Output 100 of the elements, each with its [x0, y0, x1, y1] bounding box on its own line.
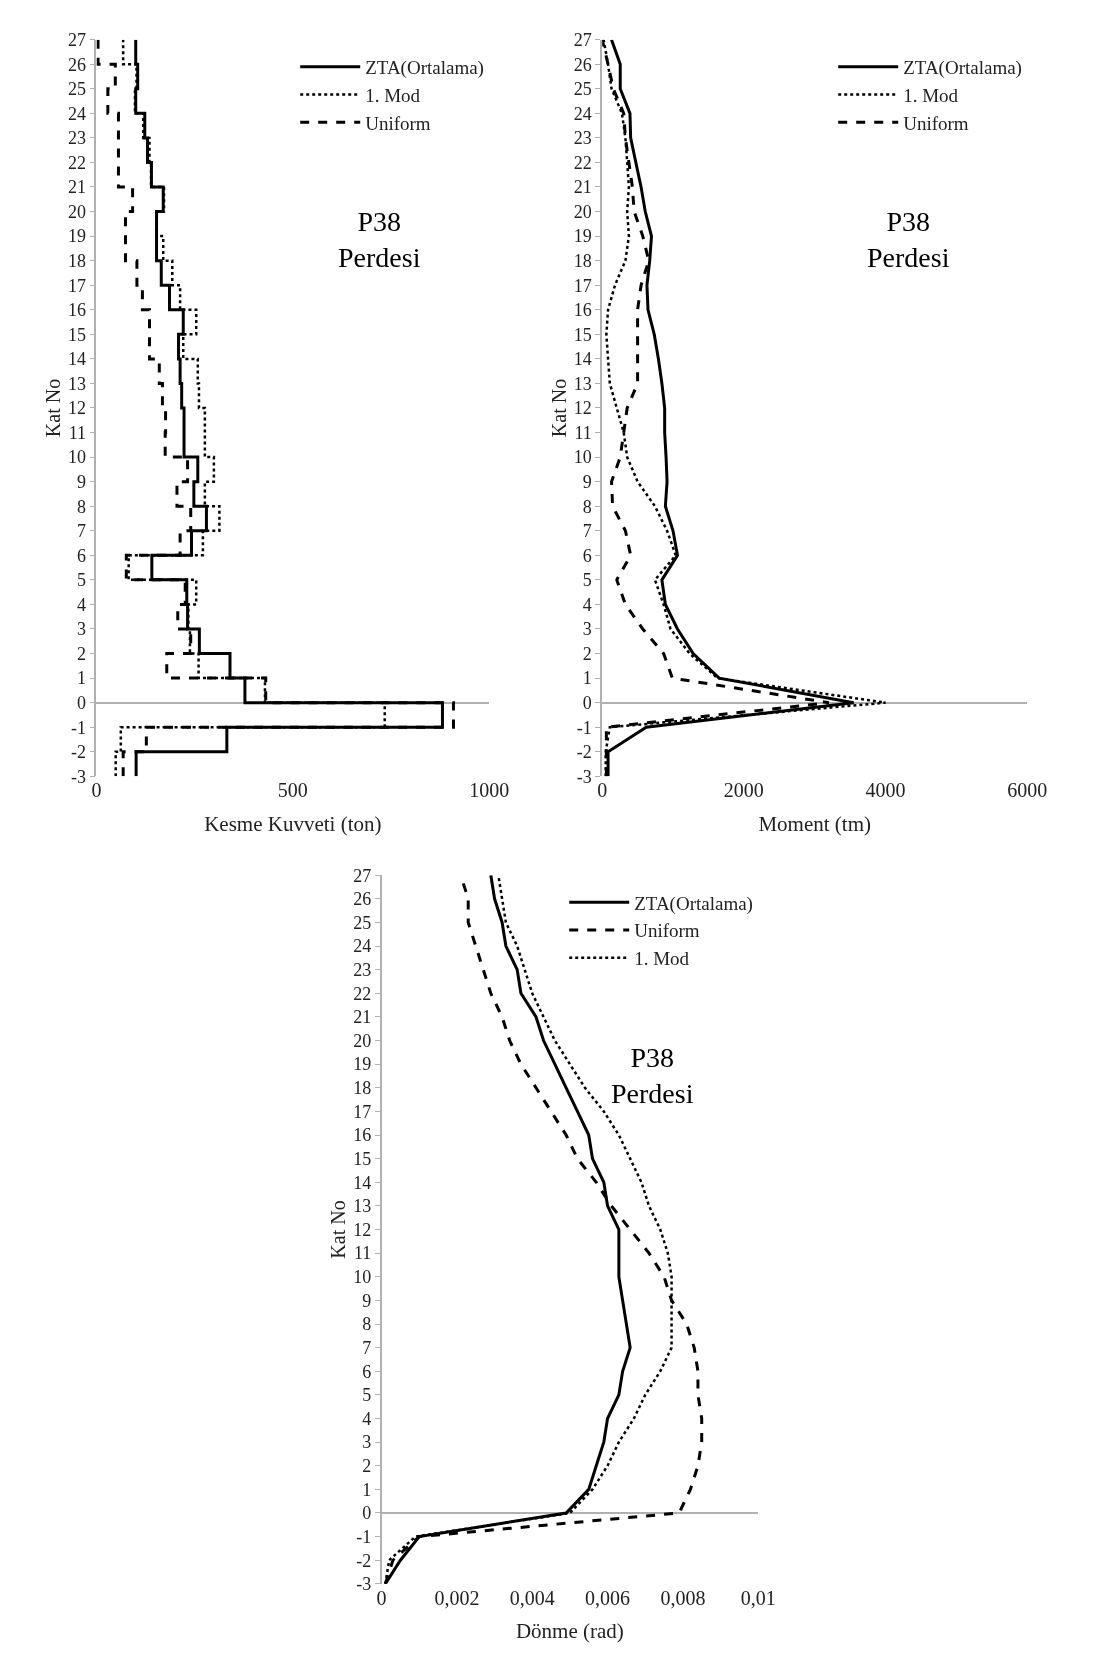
- y-tick-label: 26: [68, 54, 87, 75]
- y-tick-label: 14: [353, 1172, 372, 1193]
- y-tick-label: 21: [353, 1007, 372, 1028]
- y-tick-label: 19: [353, 1054, 372, 1075]
- y-tick-label: 17: [353, 1101, 372, 1122]
- x-tick-label: 0: [597, 779, 608, 802]
- legend-label: Uniform: [365, 112, 431, 134]
- x-tick-label: 1000: [469, 779, 510, 802]
- y-tick-label: 18: [68, 250, 87, 271]
- y-tick-label: 4: [362, 1408, 372, 1429]
- y-tick-label: 11: [68, 422, 87, 443]
- y-tick-label: 8: [362, 1314, 372, 1335]
- y-tick-label: 12: [353, 1219, 372, 1240]
- x-tick-label: 6000: [1007, 779, 1048, 802]
- y-tick-label: 10: [68, 447, 87, 468]
- y-tick-label: 23: [68, 128, 87, 149]
- y-tick-label: 26: [573, 54, 592, 75]
- y-tick-label: -3: [71, 766, 87, 787]
- y-tick-label: 2: [77, 643, 87, 664]
- y-tick-label: -2: [356, 1550, 372, 1571]
- y-tick-label: 7: [582, 521, 592, 542]
- y-tick-label: 18: [573, 250, 592, 271]
- y-tick-label: -2: [576, 742, 592, 763]
- y-tick-label: 14: [68, 349, 87, 370]
- y-tick-label: 5: [77, 570, 87, 591]
- y-tick-label: 24: [573, 103, 592, 124]
- y-axis-title: Kat No: [547, 378, 570, 438]
- y-tick-label: 17: [573, 275, 592, 296]
- y-tick-label: 1: [362, 1479, 372, 1500]
- y-tick-label: -3: [576, 766, 592, 787]
- legend-label: Uniform: [634, 920, 700, 942]
- y-tick-label: 15: [573, 324, 592, 345]
- y-tick-label: 14: [573, 349, 592, 370]
- annotation: P38 Perdesi: [611, 1042, 694, 1110]
- y-tick-label: 6: [77, 545, 87, 566]
- y-tick-label: 8: [77, 496, 87, 517]
- y-tick-label: 8: [582, 496, 592, 517]
- legend-label: 1. Mod: [365, 84, 421, 106]
- legend-label: ZTA(Ortalama): [365, 57, 484, 80]
- y-tick-label: 24: [353, 936, 372, 957]
- y-tick-label: 16: [573, 300, 592, 321]
- x-axis-title: Kesme Kuvveti (ton): [204, 811, 382, 836]
- y-tick-label: 19: [573, 226, 592, 247]
- y-tick-label: 22: [68, 152, 87, 173]
- y-tick-label: 6: [582, 545, 592, 566]
- legend-label: ZTA(Ortalama): [903, 57, 1022, 80]
- y-tick-label: -1: [356, 1526, 372, 1547]
- y-tick-label: -2: [71, 742, 87, 763]
- y-tick-label: 9: [582, 471, 592, 492]
- y-tick-label: 26: [353, 889, 372, 910]
- y-tick-label: 13: [353, 1196, 372, 1217]
- x-tick-label: 0,002: [434, 1586, 480, 1609]
- y-tick-label: 12: [68, 398, 87, 419]
- y-tick-label: 15: [68, 324, 87, 345]
- y-tick-label: 0: [362, 1503, 372, 1524]
- y-tick-label: 7: [77, 521, 87, 542]
- y-tick-label: 1: [77, 668, 87, 689]
- legend-label: ZTA(Ortalama): [634, 892, 753, 915]
- y-tick-label: 4: [77, 594, 87, 615]
- y-tick-label: 6: [362, 1361, 372, 1382]
- legend-label: 1. Mod: [634, 948, 690, 970]
- y-tick-label: -1: [71, 717, 87, 738]
- y-tick-label: 17: [68, 275, 87, 296]
- y-tick-label: 7: [362, 1337, 372, 1358]
- x-axis-title: Moment (tm): [758, 811, 871, 836]
- y-tick-label: 2: [582, 643, 592, 664]
- y-tick-label: 12: [573, 398, 592, 419]
- y-tick-label: 13: [573, 373, 592, 394]
- y-axis-title: Kat No: [327, 1200, 350, 1259]
- y-tick-label: 25: [353, 912, 372, 933]
- y-tick-label: 21: [573, 177, 592, 198]
- y-tick-label: 20: [573, 201, 592, 222]
- x-axis-title: Dönme (rad): [515, 1619, 624, 1644]
- y-axis-title: Kat No: [42, 378, 65, 438]
- y-tick-label: 10: [573, 447, 592, 468]
- y-tick-label: 20: [68, 201, 87, 222]
- y-tick-label: 22: [353, 983, 372, 1004]
- x-tick-label: 0,01: [740, 1586, 776, 1609]
- y-tick-label: 3: [362, 1432, 372, 1453]
- x-tick-label: 0,006: [585, 1586, 631, 1609]
- y-tick-label: 3: [77, 619, 87, 640]
- y-tick-label: 16: [68, 300, 87, 321]
- y-tick-label: -1: [576, 717, 592, 738]
- y-tick-label: 19: [68, 226, 87, 247]
- legend-label: Uniform: [903, 112, 969, 134]
- x-tick-label: 0: [91, 779, 102, 802]
- y-tick-label: 10: [353, 1267, 372, 1288]
- y-tick-label: 0: [77, 692, 87, 713]
- y-tick-label: 23: [353, 959, 372, 980]
- y-tick-label: 16: [353, 1125, 372, 1146]
- y-tick-label: 11: [353, 1243, 372, 1264]
- x-tick-label: 0: [376, 1586, 387, 1609]
- x-tick-label: 4000: [865, 779, 906, 802]
- y-tick-label: 24: [68, 103, 87, 124]
- y-tick-label: 27: [573, 29, 592, 50]
- y-tick-label: 15: [353, 1148, 372, 1169]
- y-tick-label: 0: [582, 692, 592, 713]
- x-tick-label: 500: [277, 779, 308, 802]
- annotation: P38 Perdesi: [867, 206, 950, 274]
- y-tick-label: 4: [582, 594, 592, 615]
